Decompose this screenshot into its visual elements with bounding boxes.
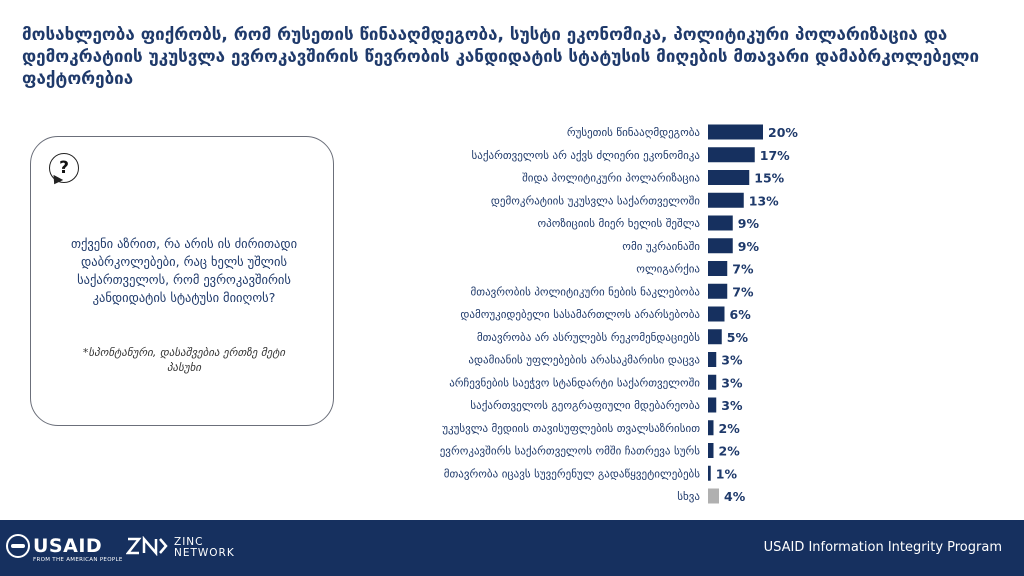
footer-bar: USAID FROM THE AMERICAN PEOPLE ZINC NETW… (0, 520, 1024, 576)
value-label: 7% (732, 284, 754, 299)
bar (708, 443, 714, 458)
bar (708, 261, 728, 276)
category-label: ევროკავშირს საქართველოს ომში ჩათრევა სურ… (440, 445, 701, 458)
bar-chart: რუსეთის წინააღმდეგობა 20% საქართველოს არ ა… (440, 124, 798, 504)
bar (708, 306, 725, 322)
category-label: არჩევნების საეჭვო სტანდარტი საქართველოში (449, 376, 700, 389)
category-label: შიდა პოლიტიკური პოლარიზაცია (522, 172, 700, 185)
question-bubble-icon: ? (49, 153, 79, 183)
category-label: რუსეთის წინააღმდეგობა (567, 126, 701, 139)
value-label: 3% (721, 353, 743, 368)
bar (708, 170, 750, 185)
value-label: 5% (727, 330, 749, 345)
category-label: ოლიგარქია (636, 263, 700, 276)
value-label: 13% (749, 193, 779, 208)
value-label: 15% (754, 171, 784, 186)
category-label: ოპოზიციის მიერ ხელის შეშლა (537, 217, 700, 230)
question-card: ? თქვენი აზრით, რა არის ის ძირითადი დაბრ… (30, 136, 334, 426)
usaid-seal-icon (6, 534, 30, 558)
bar (708, 124, 763, 140)
survey-note: *სპონტანური, დასაშვებია ერთზე მეტი პასუხ… (82, 346, 286, 374)
zinc-line-1: ZINC (174, 536, 204, 548)
bar (708, 147, 755, 163)
zinc-network-text: ZINC NETWORK (174, 537, 235, 559)
category-label: სხვა (677, 490, 700, 503)
category-label: საქართველოს არ აქვს ძლიერი ეკონომიკა (472, 149, 701, 162)
value-label: 9% (738, 216, 760, 231)
value-label: 1% (716, 466, 738, 481)
value-label: 3% (721, 398, 743, 413)
category-label: მთავრობა იცავს სუვერენულ გადაწყვეტილებებ… (444, 467, 700, 480)
category-label: უკუსვლა მედიის თავისუფლების თვალსაზრისით (442, 422, 700, 435)
value-label: 3% (721, 375, 743, 390)
value-label: 17% (760, 148, 790, 163)
bar (708, 329, 722, 345)
zinc-logo-icon (126, 536, 168, 556)
bar (708, 374, 717, 390)
bar (708, 465, 711, 481)
category-label: საქართველოს გეოგრაფიული მდებარეობა (470, 399, 700, 412)
program-name: USAID Information Integrity Program (763, 540, 1002, 555)
category-label: მთავრობა არ ასრულებს რეკომენდაციებს (477, 331, 700, 344)
value-label: 9% (738, 239, 760, 254)
usaid-logo-text: USAID (33, 535, 103, 557)
bar (708, 215, 733, 231)
value-label: 2% (719, 444, 741, 459)
category-label: დემოკრატიის უკუსვლა საქართველოში (491, 194, 700, 207)
bar (708, 283, 728, 299)
category-label: ომი უკრაინაში (622, 240, 700, 253)
category-label: ადამიანის უფლებების არასაკმარისი დაცვა (468, 354, 700, 367)
value-label: 6% (730, 307, 752, 322)
value-label: 4% (724, 489, 746, 504)
usaid-tagline: FROM THE AMERICAN PEOPLE (33, 557, 123, 563)
bar (708, 352, 717, 367)
value-label: 20% (768, 125, 798, 140)
bar (708, 420, 714, 436)
value-label: 7% (732, 262, 754, 277)
survey-question: თქვენი აზრით, რა არის ის ძირითადი დაბრკო… (70, 236, 298, 305)
category-label: დამოუკიდებელი სასამართლოს არარსებობა (460, 308, 700, 321)
bar (708, 397, 717, 413)
category-label: მთავრობის პოლიტიკური ნების ნაკლებობა (471, 285, 701, 298)
value-label: 2% (719, 421, 741, 436)
bar (708, 192, 744, 208)
zinc-line-2: NETWORK (174, 547, 235, 559)
bar (708, 488, 719, 504)
bar (708, 238, 733, 254)
page-title: მოსახლეობა ფიქრობს, რომ რუსეთის წინააღმდ… (22, 25, 980, 89)
